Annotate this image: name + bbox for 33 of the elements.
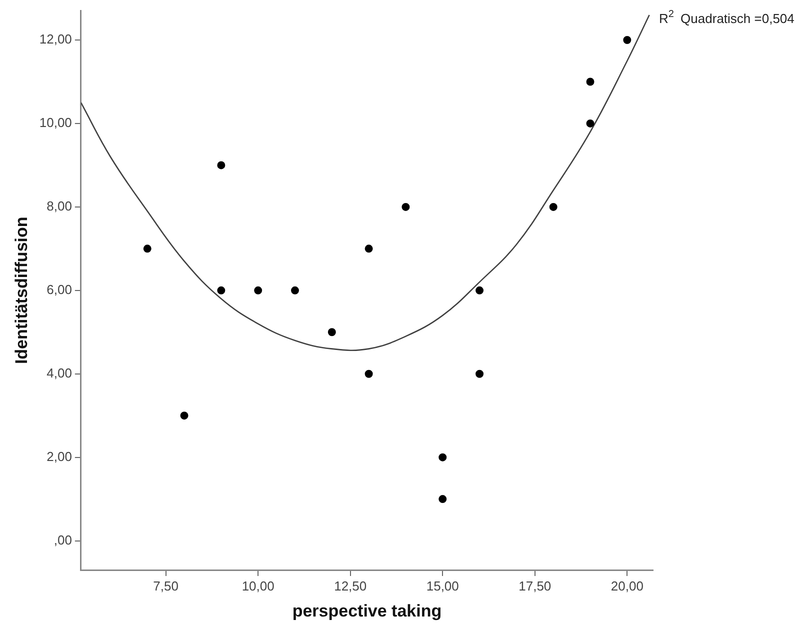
point [364,370,373,378]
y-tick-label: 10,00 [39,115,72,130]
point [217,161,226,170]
y-tick-label: ,00 [54,532,72,548]
point [328,328,336,336]
y-tick-label: 8,00 [46,198,72,214]
x-tick-label: 10,00 [242,578,274,594]
point [290,286,299,294]
y-axis-title: Identitätsdiffusion [12,216,31,364]
point [476,370,484,378]
y-tick-label: 4,00 [46,365,72,380]
y-tick-label: 6,00 [46,282,72,297]
point [217,286,226,294]
point [586,78,594,86]
point [254,286,262,294]
point [143,244,152,253]
x-axis-title: perspective taking [292,601,442,620]
x-tick-label: 17,50 [518,578,552,594]
point [438,453,447,462]
y-tick-label: 2,00 [46,448,72,464]
x-tick-label: 7,50 [153,578,178,594]
point [364,244,373,253]
point [180,412,188,420]
point [586,119,594,128]
point [476,286,484,294]
x-tick-label: 15,00 [426,578,459,594]
x-tick-label: 12,50 [334,578,367,594]
x-tick-label: 20,00 [610,578,644,594]
y-tick-label: 12,00 [39,32,72,47]
point [623,36,632,44]
point [402,202,410,211]
point [549,202,558,211]
point [438,495,447,504]
